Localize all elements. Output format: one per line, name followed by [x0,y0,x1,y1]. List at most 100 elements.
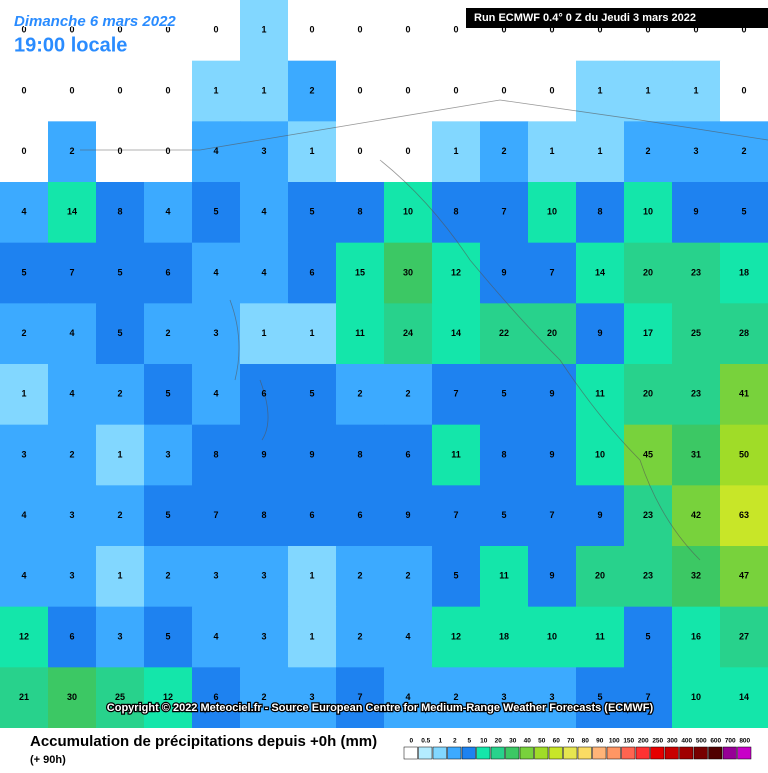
precip-value: 3 [69,510,74,520]
precip-cell [0,121,49,183]
legend-swatch [403,746,418,760]
precip-value: 0 [309,25,314,35]
precip-value: 1 [261,25,266,35]
precip-value: 4 [69,328,74,338]
precip-cell [480,546,529,608]
precip-value: 6 [165,267,170,277]
time-label: 19:00 locale [14,34,127,56]
precip-cell [432,364,481,426]
precip-value: 20 [547,328,557,338]
precip-value: 8 [501,449,506,459]
precip-value: 10 [643,207,653,217]
precip-value: 1 [597,85,602,95]
precip-cell [624,60,673,122]
precip-cell [48,485,97,547]
precip-cell [144,0,193,62]
precip-cell [0,424,49,486]
precip-cell [192,182,241,244]
precip-value: 9 [549,571,554,581]
legend-level: 90 [596,738,604,745]
precip-value: 12 [163,692,173,702]
precip-value: 11 [595,389,605,399]
precip-cell [192,546,241,608]
precip-cell [720,667,768,729]
legend-swatch [592,746,607,760]
precip-value: 4 [213,389,218,399]
precip-cell [624,424,673,486]
precip-value: 3 [261,146,266,156]
precip-value: 4 [213,267,218,277]
precip-cell [672,606,721,668]
precip-cell [672,667,721,729]
precip-value: 0 [165,146,170,156]
legend-swatch [679,746,694,760]
legend-level: 30 [509,738,517,745]
precip-value: 5 [501,389,506,399]
legend-swatch [461,746,476,760]
precip-value: 1 [21,389,26,399]
legend-level: 500 [696,738,707,745]
precip-value: 0 [69,85,74,95]
precip-cell [288,60,337,122]
precip-cell [192,424,241,486]
precip-value: 0 [549,25,554,35]
precip-value: 50 [739,449,749,459]
precip-cell [144,182,193,244]
precip-value: 0 [501,85,506,95]
legend-swatch [519,746,534,760]
precip-cell [480,485,529,547]
precip-value: 16 [691,631,701,641]
precip-value: 25 [691,328,701,338]
precip-value: 7 [453,510,458,520]
precip-value: 3 [213,571,218,581]
precip-value: 9 [549,389,554,399]
precip-value: 2 [165,328,170,338]
precip-cell [432,667,481,729]
legend-swatch [563,746,578,760]
precip-value: 2 [21,328,26,338]
precip-value: 2 [309,85,314,95]
precip-cell [48,606,97,668]
precip-value: 5 [165,510,170,520]
precip-cell [480,364,529,426]
legend-swatch [490,746,505,760]
precip-cell [144,667,193,729]
precip-value: 8 [357,449,362,459]
precip-cell [528,546,577,608]
precip-cell [720,606,768,668]
precip-cell [480,303,529,365]
precip-value: 3 [69,571,74,581]
precip-value: 10 [403,207,413,217]
precip-value: 45 [643,449,653,459]
precip-cell [528,424,577,486]
precip-value: 2 [165,571,170,581]
precip-cell [48,121,97,183]
precip-cell [384,485,433,547]
precip-value: 11 [355,328,365,338]
precip-value: 1 [597,146,602,156]
precip-value: 5 [597,692,602,702]
legend-level: 0.5 [421,738,430,745]
legend-swatch [664,746,679,760]
precip-value: 5 [645,631,650,641]
precip-value: 0 [357,146,362,156]
precip-cell [384,182,433,244]
precip-cell [576,667,625,729]
precip-value: 6 [309,267,314,277]
precip-cell [144,60,193,122]
legend-swatch [534,746,549,760]
precip-cell [96,546,145,608]
precip-cell [624,303,673,365]
precip-value: 11 [595,631,605,641]
precip-value: 4 [213,146,218,156]
legend-level: 5 [467,738,471,745]
precip-value: 0 [405,146,410,156]
precip-cell [144,485,193,547]
precip-value: 2 [453,692,458,702]
precip-value: 0 [357,25,362,35]
precip-cell [0,485,49,547]
precip-cell [192,303,241,365]
precip-value: 2 [645,146,650,156]
precip-value: 10 [547,207,557,217]
precip-value: 2 [405,389,410,399]
